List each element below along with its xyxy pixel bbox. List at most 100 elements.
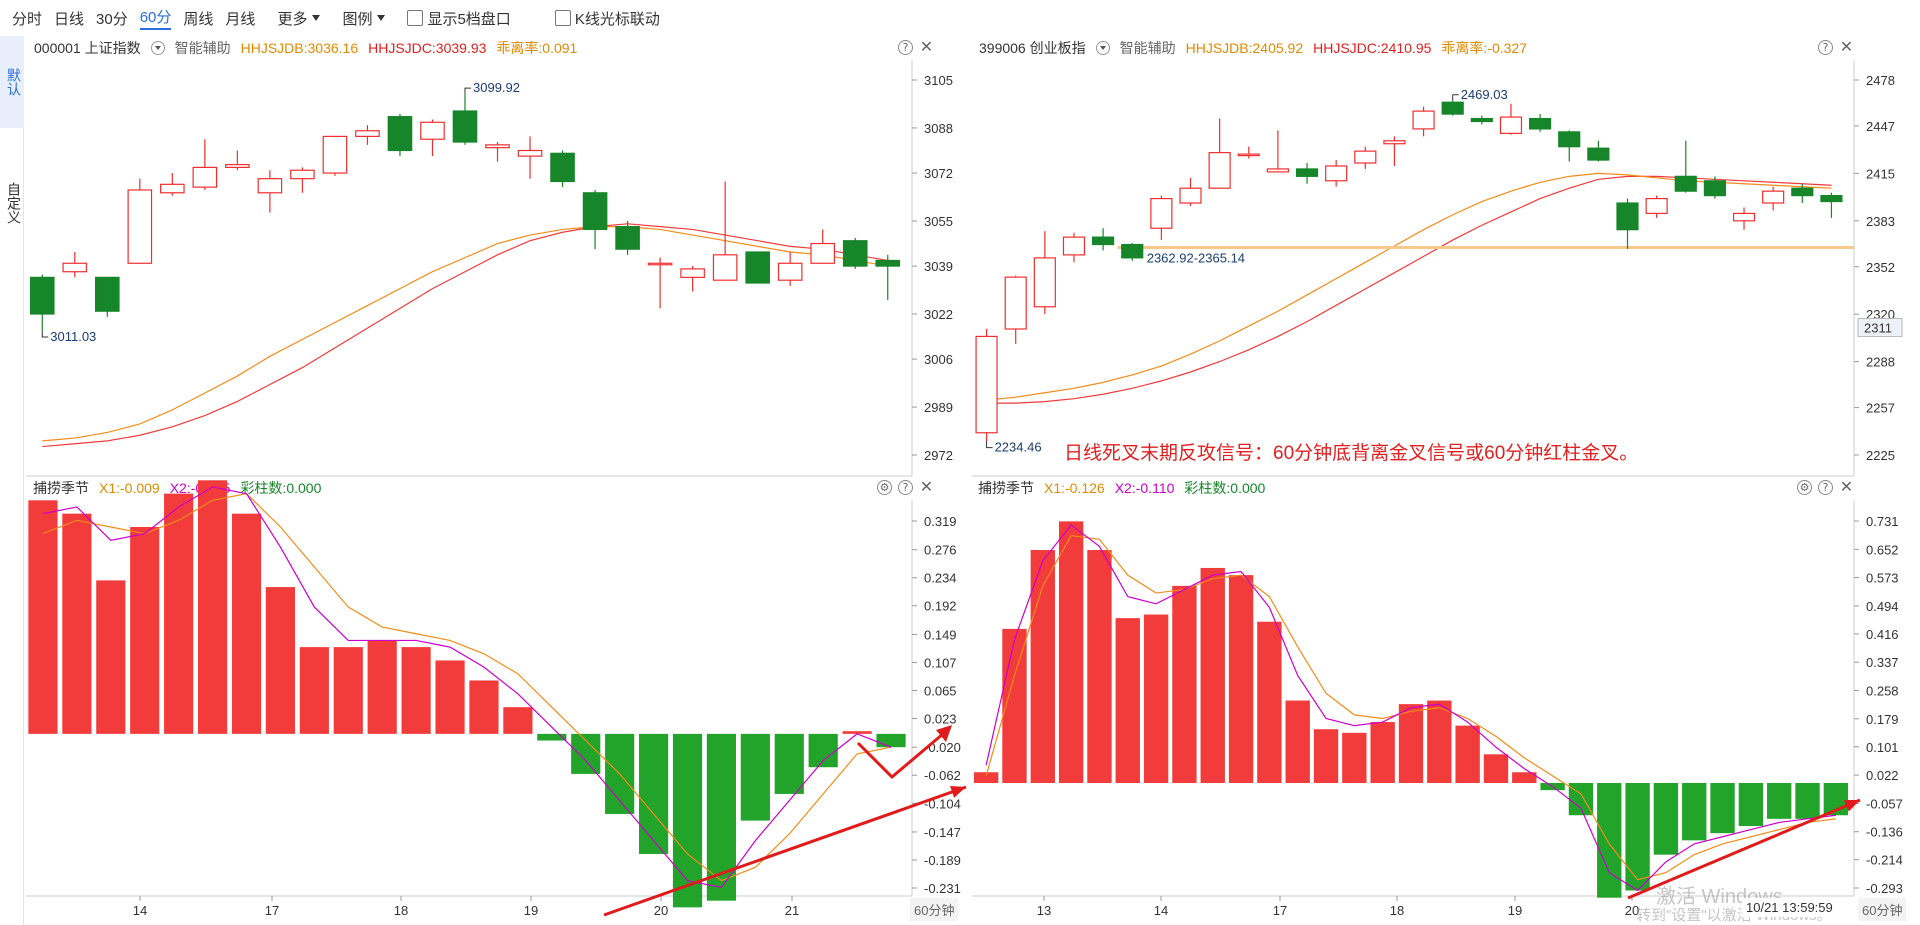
- macd-bar: [1058, 521, 1084, 783]
- ma-line-orange: [42, 226, 888, 442]
- panel-icons: ⚙ ? ✕: [877, 477, 934, 496]
- settings-icon[interactable]: ⚙: [877, 480, 892, 495]
- price-tick-label: 3039: [924, 259, 953, 274]
- price-tick-label: 2989: [924, 400, 953, 415]
- macd-bar: [1823, 782, 1849, 816]
- low-marker: [41, 330, 49, 338]
- macd-bar: [1653, 782, 1679, 855]
- right-indicator-panel[interactable]: 捕捞季节 X1:-0.126 X2:-0.110 彩柱数:0.000 ⚙ ? ✕…: [972, 475, 1920, 925]
- candle: [1383, 140, 1406, 145]
- period-tab-60min[interactable]: 60分: [139, 6, 172, 30]
- jdb-value: HHJSJDB:2405.92: [1185, 40, 1304, 56]
- candle: [1412, 110, 1435, 130]
- legend-dropdown[interactable]: 图例: [342, 8, 386, 29]
- candle: [1762, 190, 1785, 204]
- high-marker: [1452, 94, 1459, 101]
- indicator-tick-label: -0.189: [924, 853, 961, 868]
- candle: [810, 242, 836, 264]
- more-dropdown[interactable]: 更多: [277, 8, 321, 29]
- period-tab-monthly[interactable]: 月线: [225, 10, 256, 28]
- low-marker: [986, 441, 993, 449]
- close-icon[interactable]: ✕: [919, 477, 934, 496]
- assist-label: 智能辅助: [1119, 40, 1176, 56]
- left-price-panel[interactable]: 000001 上证指数 智能辅助 HHJSJDB:3036.16 HHJSJDC…: [26, 36, 968, 476]
- candle: [1325, 165, 1348, 182]
- period-tab-30min[interactable]: 30分: [96, 10, 128, 28]
- bars-count: 彩柱数:0.000: [1184, 480, 1266, 496]
- indicator-name: 捕捞季节: [978, 480, 1034, 496]
- macd-bar: [1710, 782, 1735, 834]
- macd-bar: [265, 587, 296, 734]
- legend-label: 图例: [342, 10, 373, 28]
- indicator-tick-label: -0.104: [924, 796, 961, 811]
- period-toolbar: 分时 日线 30分 60分 周线 月线 更多 图例 显示5档盘口 K线光标联动: [0, 0, 1920, 36]
- close-icon[interactable]: ✕: [919, 37, 934, 56]
- low-price-label: 3011.03: [50, 329, 96, 344]
- date-label: 13: [1037, 903, 1051, 918]
- panel-icons: ? ✕: [1818, 37, 1854, 56]
- help-icon[interactable]: ?: [1818, 40, 1833, 55]
- macd-bar: [130, 527, 160, 734]
- assist-label: 智能辅助: [174, 40, 231, 56]
- indicator-tick-label: 0.023: [924, 712, 957, 727]
- indicator-tick-label: 0.192: [924, 599, 957, 614]
- candle: [1266, 168, 1289, 173]
- candle: [582, 192, 608, 231]
- checkbox-icon[interactable]: [554, 10, 571, 26]
- candle: [1470, 117, 1493, 123]
- low-price-label: 2234.46: [995, 440, 1042, 455]
- indicator-tick-label: 0.276: [924, 543, 957, 558]
- close-icon[interactable]: ✕: [1839, 477, 1854, 496]
- help-icon[interactable]: ?: [898, 480, 913, 495]
- macd-bar: [401, 647, 431, 734]
- candle: [1441, 101, 1464, 115]
- dropdown-icon[interactable]: [1095, 41, 1110, 55]
- macd-bar: [973, 772, 999, 783]
- timestamp-label: 10/21 13:59:59: [1742, 898, 1837, 917]
- close-icon[interactable]: ✕: [1839, 37, 1854, 56]
- current-price-box: [1857, 318, 1903, 338]
- indicator-tick-label: 0.731: [1866, 514, 1899, 529]
- right-price-panel[interactable]: 399006 创业板指 智能辅助 HHJSJDB:2405.92 HHJSJDC…: [972, 36, 1920, 476]
- macd-bar: [469, 680, 499, 734]
- candle: [875, 259, 901, 267]
- indicator-tick-label: -0.214: [1866, 853, 1903, 868]
- candle: [257, 178, 283, 194]
- link-cursor-toggle[interactable]: K线光标联动: [554, 8, 660, 29]
- left-kline-chart: 3105 3088 3072 3055 3039 3022 3006 2989 2972 3099…: [29, 60, 953, 476]
- sidebar-tab-default[interactable]: 默认: [0, 36, 24, 128]
- indicator-tick-label: -0.062: [924, 768, 961, 783]
- help-icon[interactable]: ?: [1818, 480, 1833, 495]
- macd-bar: [231, 513, 262, 734]
- macd-bar: [808, 733, 838, 768]
- candle: [29, 276, 55, 315]
- checkbox-icon[interactable]: [407, 10, 424, 26]
- settings-icon[interactable]: ⚙: [1797, 480, 1812, 495]
- x1-line: [985, 524, 1836, 892]
- index-name: 000001 上证指数: [34, 40, 141, 56]
- right-indicator-header: 捕捞季节 X1:-0.126 X2:-0.110 彩柱数:0.000: [972, 476, 1920, 500]
- candle: [712, 254, 738, 281]
- candle: [355, 130, 380, 137]
- macd-bar: [1087, 550, 1112, 783]
- date-label: 17: [265, 903, 279, 918]
- jdc-value: HHJSJDC:2410.95: [1313, 40, 1432, 56]
- left-indicator-chart: 0.319 0.276 0.234 0.192 0.149 0.107 0.065 0.023…: [26, 475, 961, 918]
- left-indicator-panel[interactable]: 捕捞季节 X1:-0.009 X2:-0.025 彩柱数:0.000 ⚙ ? ✕…: [26, 475, 968, 925]
- macd-bar: [1738, 782, 1764, 826]
- dropdown-icon[interactable]: [150, 41, 165, 55]
- period-tab-weekly[interactable]: 周线: [183, 10, 214, 28]
- help-icon[interactable]: ?: [898, 40, 913, 55]
- depth5-toggle[interactable]: 显示5档盘口: [407, 8, 511, 29]
- period-tab-fenshi[interactable]: 分时: [12, 10, 43, 28]
- macd-bar: [197, 480, 228, 734]
- macd-bar: [367, 640, 397, 734]
- macd-bar: [1682, 782, 1707, 841]
- price-tick-label: 3105: [924, 73, 953, 88]
- candle: [1033, 257, 1056, 308]
- macd-bar: [1370, 722, 1395, 783]
- sidebar-tab-custom[interactable]: 自定义: [6, 182, 22, 224]
- bars-count: 彩柱数:0.000: [240, 480, 322, 496]
- candle: [94, 276, 120, 312]
- period-tab-daily[interactable]: 日线: [54, 10, 85, 28]
